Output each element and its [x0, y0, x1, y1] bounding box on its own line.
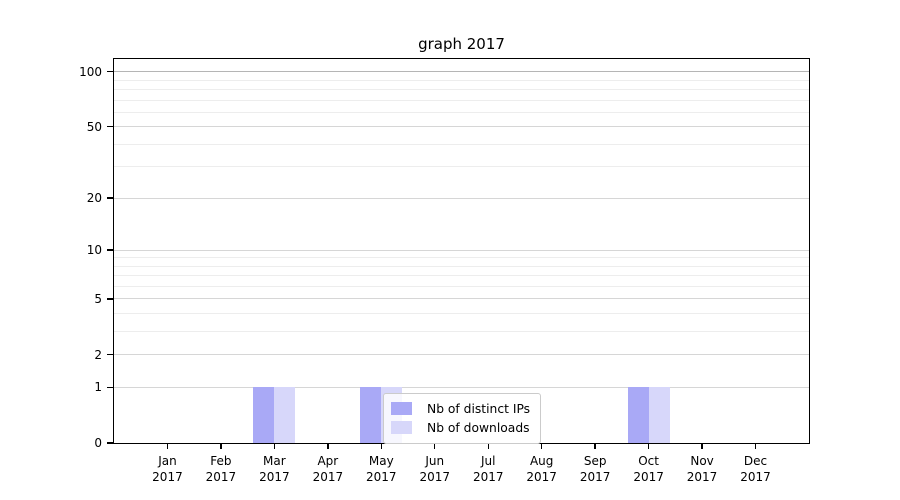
- x-tick-month: May: [368, 454, 394, 468]
- legend-swatch: [391, 421, 412, 434]
- y-tick-label: 10: [86, 243, 102, 258]
- x-tick-label: Aug 2017: [510, 453, 574, 485]
- x-tick-label: Jun 2017: [403, 453, 467, 485]
- y-axis-tick: [107, 298, 114, 300]
- x-axis-tick: [487, 443, 489, 449]
- x-tick-month: Dec: [743, 454, 768, 468]
- y-tick-label: 20: [86, 191, 102, 206]
- y-tick-label: 50: [86, 119, 102, 134]
- x-axis-tick: [540, 443, 543, 449]
- y-axis-tick: [107, 386, 114, 388]
- gridline-minor: [114, 166, 809, 168]
- x-axis-tick: [273, 443, 276, 449]
- legend: Nb of distinct IPs Nb of downloads: [383, 393, 542, 444]
- gridline-minor: [114, 88, 809, 90]
- x-tick-year: 2017: [419, 470, 451, 484]
- x-tick-label: Nov 2017: [670, 453, 734, 485]
- legend-label: Nb of distinct IPs: [427, 401, 531, 416]
- x-axis-tick: [434, 443, 436, 449]
- x-tick-month: Jan: [158, 454, 177, 468]
- y-tick-label: 1: [94, 380, 102, 395]
- gridline-minor: [114, 257, 809, 259]
- x-tick-label: Mar 2017: [242, 453, 306, 485]
- x-axis-tick: [594, 443, 596, 449]
- x-tick-year: 2017: [312, 470, 344, 484]
- x-tick-label: Oct 2017: [617, 453, 681, 485]
- x-tick-month: Oct: [638, 454, 659, 468]
- y-axis-tick: [107, 353, 114, 356]
- x-tick-month: Apr: [317, 454, 339, 468]
- legend-swatch: [391, 402, 412, 415]
- gridline-major: [114, 126, 809, 128]
- x-tick-label: Sep 2017: [563, 453, 627, 485]
- x-tick-label: Dec 2017: [724, 453, 788, 485]
- x-tick-year: 2017: [686, 470, 718, 484]
- bar-downloads: [648, 387, 670, 443]
- x-tick-month: Aug: [529, 454, 554, 468]
- x-axis-tick: [754, 443, 757, 449]
- x-tick-year: 2017: [366, 470, 397, 484]
- x-tick-month: Nov: [690, 454, 714, 468]
- y-axis-tick: [107, 70, 114, 73]
- y-axis-tick: [107, 442, 114, 444]
- legend-label: Nb of downloads: [427, 420, 530, 435]
- x-tick-year: 2017: [205, 470, 237, 484]
- x-tick-year: 2017: [152, 470, 183, 484]
- gridline-minor: [114, 79, 809, 81]
- x-tick-year: 2017: [633, 470, 664, 484]
- y-tick-label: 5: [94, 291, 102, 306]
- x-tick-year: 2017: [526, 470, 557, 484]
- legend-row: Nb of downloads: [391, 418, 530, 437]
- x-axis-tick: [220, 443, 222, 449]
- x-tick-label: May 2017: [349, 453, 413, 485]
- bar-downloads: [274, 387, 296, 443]
- x-tick-year: 2017: [472, 470, 504, 484]
- gridline-major: [114, 197, 809, 199]
- gridline-minor: [114, 312, 809, 314]
- chart-title: graph 2017: [418, 35, 505, 53]
- bar-distinct-ips: [253, 387, 275, 443]
- x-tick-month: Mar: [263, 454, 286, 468]
- gridline-minor: [114, 143, 809, 145]
- x-tick-year: 2017: [579, 470, 611, 484]
- x-tick-year: 2017: [259, 470, 290, 484]
- gridline-minor: [114, 275, 809, 277]
- gridline-major: [114, 354, 809, 356]
- legend-row: Nb of distinct IPs: [391, 399, 530, 418]
- x-tick-year: 2017: [740, 470, 771, 484]
- gridline-minor: [114, 330, 809, 332]
- y-tick-label: 100: [79, 64, 102, 79]
- gridline-minor: [114, 285, 809, 287]
- bar-distinct-ips: [627, 387, 649, 443]
- x-axis-tick: [327, 443, 329, 449]
- bar-distinct-ips: [360, 387, 382, 443]
- gridline-minor: [114, 265, 809, 267]
- x-tick-label: Feb 2017: [189, 453, 253, 485]
- y-tick-label: 2: [94, 347, 102, 362]
- plot-area: 0 1 2 5 10 20 50 100 Jan 2017 Feb 2017 Mar 2017 Apr 201…: [79, 58, 810, 484]
- x-tick-label: Jul 2017: [456, 453, 520, 485]
- gridline-major: [114, 298, 809, 300]
- gridline-minor: [114, 99, 809, 101]
- y-axis-tick: [107, 197, 114, 199]
- x-tick-month: Jul: [480, 454, 496, 468]
- x-tick-month: Jun: [425, 454, 445, 468]
- y-tick-label: 0: [94, 436, 102, 450]
- x-tick-label: Apr 2017: [296, 453, 360, 485]
- x-axis-tick: [647, 443, 650, 449]
- x-tick-month: Feb: [210, 454, 232, 468]
- x-tick-month: Sep: [583, 454, 607, 468]
- gridline-major: [114, 249, 809, 251]
- gridline-major: [114, 386, 809, 388]
- x-axis-tick: [380, 443, 382, 449]
- x-tick-label: Jan 2017: [135, 453, 199, 485]
- y-axis-tick: [107, 249, 114, 251]
- x-axis-tick: [166, 443, 169, 449]
- x-axis-tick: [701, 443, 703, 449]
- y-axis-tick: [107, 125, 114, 128]
- gridline-major: [114, 71, 809, 73]
- gridline-minor: [114, 111, 809, 113]
